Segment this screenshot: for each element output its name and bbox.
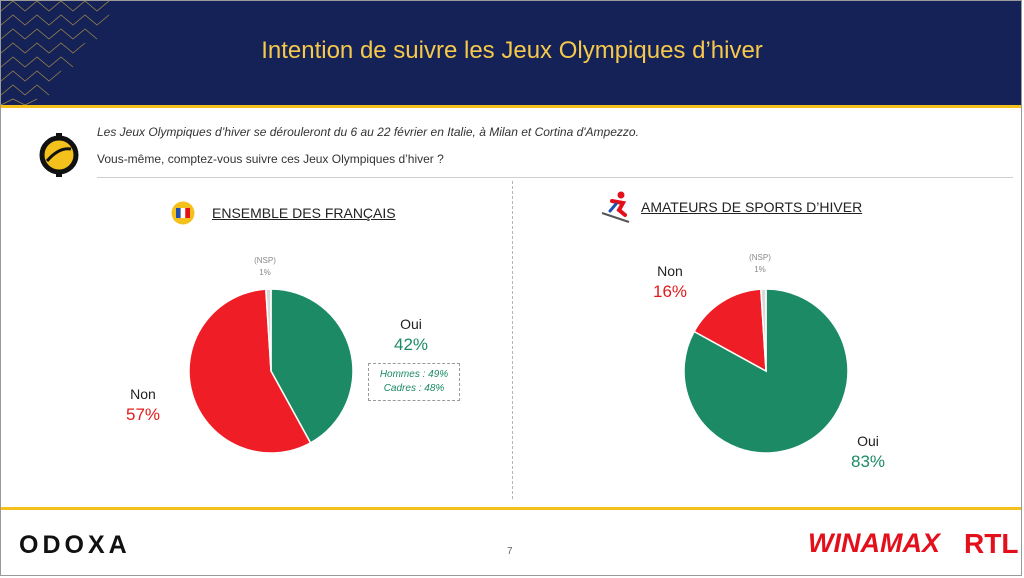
pie1-nsp-name: (NSP) [254, 256, 276, 265]
header-pattern-icon [1, 1, 110, 105]
rtl-logo: RTL [964, 528, 1019, 559]
pie2-slice-nsp [760, 288, 767, 372]
odoxa-o-icon [39, 133, 79, 177]
pie1-non-label: Non 57% [118, 386, 168, 425]
header-gold-line [1, 105, 1021, 108]
pie1-oui-label: Oui 42% [386, 316, 436, 355]
pie2-non-value: 16% [652, 282, 688, 301]
question-text: Vous-même, comptez-vous suivre ces Jeux … [97, 152, 444, 166]
question-divider [97, 177, 1013, 178]
panel-divider [512, 181, 513, 499]
france-flag-icon [171, 201, 195, 225]
pie1-detail-cadres: Cadres : 48% [383, 383, 445, 394]
pie2-oui-name: Oui [857, 433, 879, 449]
header-banner: Intention de suivre les Jeux Olympiques … [1, 1, 1021, 105]
pie1-oui-value: 42% [393, 335, 429, 354]
pie2-nsp-label: (NSP) 1% [744, 253, 776, 274]
pie1-non-value: 57% [125, 405, 161, 424]
skier-icon [601, 191, 630, 223]
page-title: Intention de suivre les Jeux Olympiques … [261, 37, 763, 64]
pie2-non-label: Non 16% [645, 263, 695, 302]
pie1-detail-hommes: Hommes : 49% [379, 369, 449, 380]
pie2-nsp-name: (NSP) [749, 253, 771, 262]
odoxa-logo: ODOXA [19, 531, 131, 559]
pie2-slice-non [693, 288, 767, 373]
pie2-non-name: Non [657, 263, 683, 279]
pie1-oui-name: Oui [400, 316, 422, 332]
pie1-detail-box: Hommes : 49% Cadres : 48% [368, 363, 460, 401]
footer-gold-line [1, 507, 1021, 510]
pie1-slice-nsp [265, 288, 272, 372]
pie1-slice-oui [270, 288, 354, 444]
pie2-oui-value: 83% [850, 452, 886, 471]
pie1-non-name: Non [130, 386, 156, 402]
panel-title-winter-sports: AMATEURS DE SPORTS D’HIVER [641, 199, 863, 215]
page-number: 7 [507, 546, 513, 557]
pie1-nsp-value: 1% [259, 268, 271, 277]
pie2-oui-label: Oui 83% [843, 433, 893, 472]
pie2-nsp-value: 1% [754, 265, 766, 274]
panel-title-all-french: ENSEMBLE DES FRANÇAIS [212, 205, 396, 221]
question-intro: Les Jeux Olympiques d’hiver se déroulero… [97, 125, 639, 139]
pie1-nsp-label: (NSP) 1% [249, 256, 281, 277]
winamax-logo: WINAMAX [808, 528, 940, 558]
pie1-slice-non [188, 288, 312, 454]
